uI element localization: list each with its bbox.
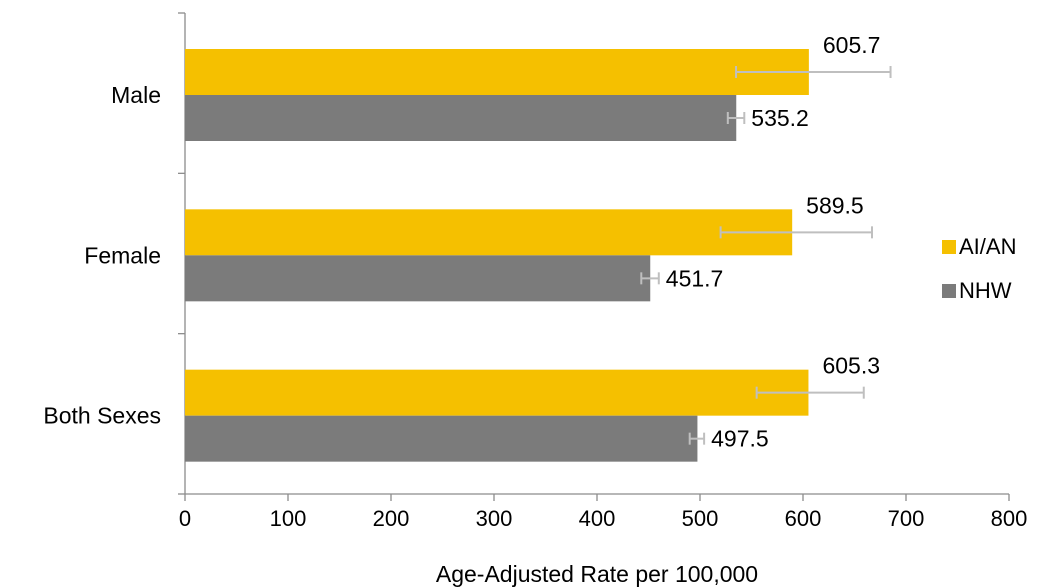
x-tick-label: 600 [785,506,822,531]
bar [185,49,809,95]
x-tick-label: 300 [476,506,513,531]
data-label: 605.7 [823,32,881,58]
x-tick-label: 800 [991,506,1028,531]
legend-label: NHW [959,278,1012,303]
category-label: Female [84,242,161,268]
x-tick-label: 200 [373,506,410,531]
x-tick-label: 500 [682,506,719,531]
legend-label: AI/AN [959,234,1016,259]
bar [185,209,793,256]
data-label: 535.2 [751,105,809,131]
data-label: 589.5 [806,192,864,218]
x-axis-title: Age-Adjusted Rate per 100,000 [436,561,758,587]
data-label: 605.3 [822,353,880,379]
legend: AI/AN NHW [942,234,1016,303]
plot-area: 0 100 200 300 400 500 600 700 800 Male 605.7 535.2 F… [43,12,1028,531]
x-tick-label: 700 [888,506,925,531]
legend-swatch [942,240,956,254]
category-label: Both Sexes [43,403,161,429]
legend-swatch [942,284,956,298]
x-tick-label: 100 [270,506,307,531]
category-label: Male [111,82,161,108]
bar [185,415,698,462]
x-tick-label: 400 [579,506,616,531]
bar [185,369,809,416]
x-tick-label: 0 [179,506,191,531]
data-label: 451.7 [666,265,724,291]
bar [185,255,651,302]
data-label: 497.5 [711,426,769,452]
bar [185,95,737,141]
